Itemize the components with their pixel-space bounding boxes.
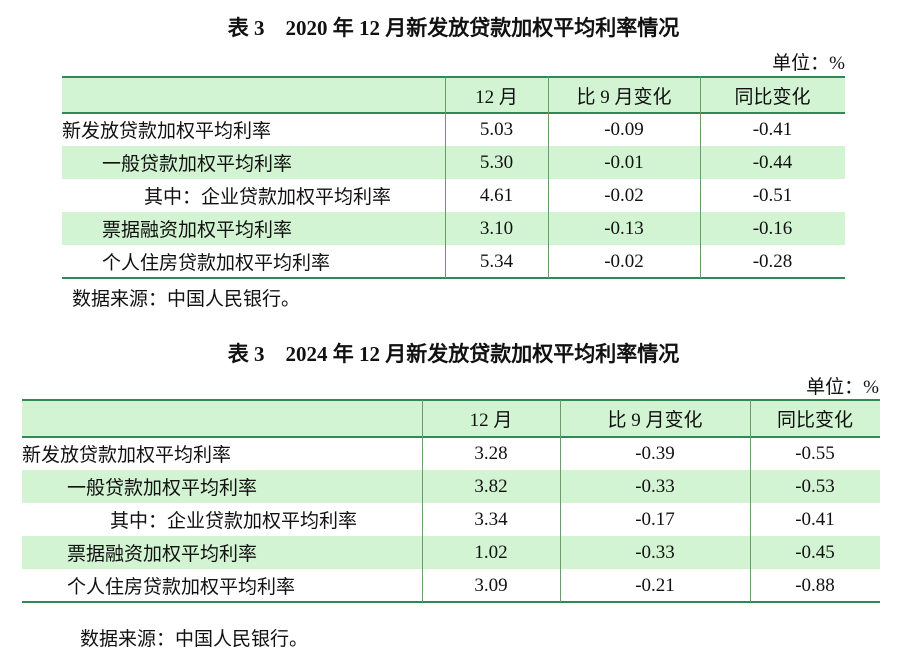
column-line (548, 77, 549, 278)
value-cell: -0.53 (795, 475, 835, 497)
value-cell: -0.16 (752, 217, 793, 239)
value-cell: -0.41 (795, 508, 835, 530)
value-cell: -0.17 (635, 508, 675, 530)
value-cell: -0.21 (635, 574, 675, 596)
header-cell: 同比变化 (734, 86, 811, 108)
unit-label: 单位：% (806, 377, 879, 398)
value-cell: -0.45 (795, 541, 835, 563)
row-label: 新发放贷款加权平均利率 (22, 445, 232, 466)
value-cell: -0.39 (635, 442, 675, 464)
value-cell: -0.09 (604, 118, 644, 140)
value-cell: -0.55 (795, 442, 835, 464)
rule (22, 399, 880, 401)
value-cell: -0.33 (635, 541, 675, 563)
header-bg (22, 400, 880, 437)
value-cell: 3.10 (479, 217, 514, 239)
row-bg (62, 212, 845, 245)
row-label: 个人住房贷款加权平均利率 (67, 577, 296, 598)
header-bg (62, 77, 845, 113)
value-cell: 3.28 (474, 442, 508, 464)
value-cell: -0.02 (604, 250, 644, 272)
column-line (422, 400, 423, 602)
value-cell: -0.88 (795, 574, 835, 596)
value-cell: 3.34 (474, 508, 508, 530)
header-cell: 12 月 (475, 86, 518, 108)
value-cell: -0.41 (752, 118, 793, 140)
value-cell: -0.51 (752, 184, 793, 206)
row-bg (62, 146, 845, 179)
value-cell: -0.01 (604, 151, 644, 173)
column-line (700, 77, 701, 278)
value-cell: -0.33 (635, 475, 675, 497)
rule (62, 112, 845, 114)
row-label: 一般贷款加权平均利率 (102, 154, 293, 175)
rule (22, 436, 880, 438)
source-note: 数据来源：中国人民银行。 (80, 629, 309, 650)
row-label: 新发放贷款加权平均利率 (62, 121, 272, 142)
value-cell: -0.13 (604, 217, 644, 239)
value-cell: 4.61 (479, 184, 514, 206)
value-cell: 3.09 (474, 574, 508, 596)
value-cell: 5.03 (479, 118, 514, 140)
row-label: 其中：企业贷款加权平均利率 (144, 187, 392, 208)
header-cell: 12 月 (469, 410, 513, 431)
table-title: 表 3 2020 年 12 月新发放贷款加权平均利率情况 (227, 16, 680, 40)
row-label: 个人住房贷款加权平均利率 (102, 253, 331, 274)
value-cell: -0.28 (752, 250, 793, 272)
value-cell: 3.82 (474, 475, 508, 497)
value-cell: -0.02 (604, 184, 644, 206)
value-cell: 5.34 (479, 250, 514, 272)
column-line (560, 400, 561, 602)
unit-label: 单位：% (772, 53, 845, 74)
row-label: 票据融资加权平均利率 (102, 220, 293, 241)
value-cell: -0.44 (752, 151, 793, 173)
table-title: 表 3 2024 年 12 月新发放贷款加权平均利率情况 (227, 342, 680, 366)
row-label: 一般贷款加权平均利率 (67, 478, 258, 499)
header-cell: 同比变化 (776, 410, 853, 431)
rule (62, 76, 845, 78)
header-cell: 比 9 月变化 (576, 86, 672, 108)
rule (22, 601, 880, 603)
value-cell: 5.30 (479, 151, 514, 173)
source-note: 数据来源：中国人民银行。 (72, 289, 301, 310)
row-label: 其中：企业贷款加权平均利率 (110, 511, 358, 532)
column-line (750, 400, 751, 602)
row-bg (22, 536, 880, 569)
row-bg (22, 470, 880, 503)
header-cell: 比 9 月变化 (607, 410, 703, 431)
row-label: 票据融资加权平均利率 (67, 544, 258, 565)
value-cell: 1.02 (474, 541, 508, 563)
column-line (445, 77, 446, 278)
rule (62, 277, 845, 279)
